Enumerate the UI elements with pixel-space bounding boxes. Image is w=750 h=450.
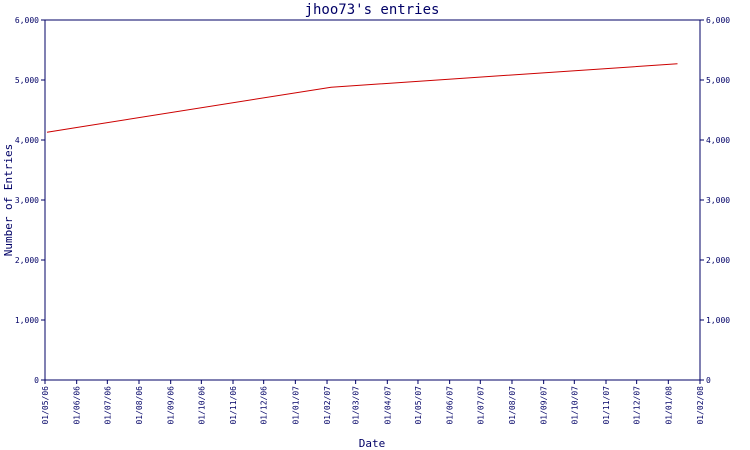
y-tick-label-right: 4,000 (706, 136, 730, 145)
x-tick-label: 01/03/07 (352, 386, 361, 425)
y-tick-label-right: 0 (706, 376, 711, 385)
x-tick-label: 01/02/08 (696, 386, 705, 425)
x-tick-label: 01/12/07 (633, 386, 642, 425)
x-tick-label: 01/11/07 (602, 386, 611, 425)
y-tick-label-right: 1,000 (706, 316, 730, 325)
x-ticks: 01/05/06 01/06/06 01/07/06 01/08/06 01/09/06… (41, 380, 705, 425)
x-tick-label: 01/01/07 (291, 386, 300, 425)
x-tick-label: 01/08/06 (135, 386, 144, 425)
y-tick-label-left: 3,000 (15, 196, 39, 205)
y-tick-label-left: 6,000 (15, 16, 39, 25)
x-tick-label: 01/08/07 (508, 386, 517, 425)
y-ticks-left: 0 1,000 2,000 3,000 4,000 5,000 6,000 (15, 16, 45, 385)
series-line (46, 63, 678, 133)
x-axis-label: Date (359, 437, 386, 450)
x-tick-label: 01/06/06 (73, 386, 82, 425)
series-layer (46, 63, 678, 133)
plot-frame (44, 19, 701, 381)
x-tick-label: 01/04/07 (383, 386, 392, 425)
y-tick-label-right: 6,000 (706, 16, 730, 25)
x-tick-label: 01/10/06 (197, 386, 206, 425)
y-tick-label-right: 3,000 (706, 196, 730, 205)
x-tick-label: 01/07/07 (476, 386, 485, 425)
x-tick-label: 01/11/06 (229, 386, 238, 425)
x-tick-label: 01/05/07 (414, 386, 423, 425)
y-axis-label: Number of Entries (2, 144, 15, 257)
x-tick-label: 01/09/06 (167, 386, 176, 425)
x-tick-label: 01/07/06 (103, 386, 112, 425)
y-ticks-right: 0 1,000 2,000 3,000 4,000 5,000 6,000 (700, 16, 730, 385)
x-tick-label: 01/01/08 (664, 386, 673, 425)
y-tick-label-right: 5,000 (706, 76, 730, 85)
x-tick-label: 01/09/07 (540, 386, 549, 425)
x-tick-label: 01/02/07 (323, 386, 332, 425)
x-tick-label: 01/05/06 (41, 386, 50, 425)
x-tick-label: 01/10/07 (570, 386, 579, 425)
y-tick-label-right: 2,000 (706, 256, 730, 265)
y-tick-label-left: 2,000 (15, 256, 39, 265)
chart-title: jhoo73's entries (305, 2, 440, 18)
y-tick-label-left: 5,000 (15, 76, 39, 85)
y-tick-label-left: 0 (34, 376, 39, 385)
y-tick-label-left: 4,000 (15, 136, 39, 145)
y-tick-label-left: 1,000 (15, 316, 39, 325)
x-tick-label: 01/12/06 (260, 386, 269, 425)
x-tick-label: 01/06/07 (446, 386, 455, 425)
